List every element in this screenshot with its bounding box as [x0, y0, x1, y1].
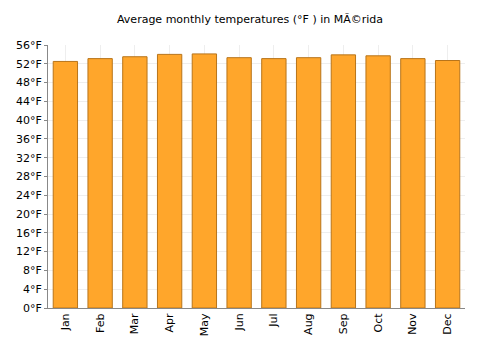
- svg-text:0°F: 0°F: [23, 302, 42, 315]
- svg-text:Aug: Aug: [302, 313, 315, 334]
- svg-text:Dec: Dec: [441, 313, 454, 334]
- svg-text:28°F: 28°F: [16, 170, 42, 183]
- svg-text:48°F: 48°F: [16, 76, 42, 89]
- svg-text:Sep: Sep: [337, 313, 350, 334]
- svg-text:16°F: 16°F: [16, 227, 42, 240]
- svg-text:Nov: Nov: [406, 313, 419, 335]
- svg-text:52°F: 52°F: [16, 58, 42, 71]
- svg-text:12°F: 12°F: [16, 245, 42, 258]
- svg-text:24°F: 24°F: [16, 189, 42, 202]
- svg-text:Jul: Jul: [267, 313, 280, 327]
- svg-text:56°F: 56°F: [16, 39, 42, 52]
- svg-text:32°F: 32°F: [16, 152, 42, 165]
- svg-text:Mar: Mar: [128, 313, 141, 334]
- svg-text:Oct: Oct: [372, 313, 385, 333]
- svg-text:8°F: 8°F: [23, 264, 42, 277]
- svg-text:44°F: 44°F: [16, 95, 42, 108]
- svg-text:Jan: Jan: [59, 313, 72, 331]
- svg-text:40°F: 40°F: [16, 114, 42, 127]
- svg-text:Jun: Jun: [233, 313, 246, 331]
- svg-text:4°F: 4°F: [23, 283, 42, 296]
- svg-text:Average monthly temperatures (: Average monthly temperatures (°F ) in MÃ…: [117, 13, 383, 26]
- svg-text:Apr: Apr: [163, 313, 176, 333]
- svg-text:Feb: Feb: [94, 313, 107, 332]
- svg-text:36°F: 36°F: [16, 133, 42, 146]
- svg-text:20°F: 20°F: [16, 208, 42, 221]
- svg-text:May: May: [198, 313, 211, 336]
